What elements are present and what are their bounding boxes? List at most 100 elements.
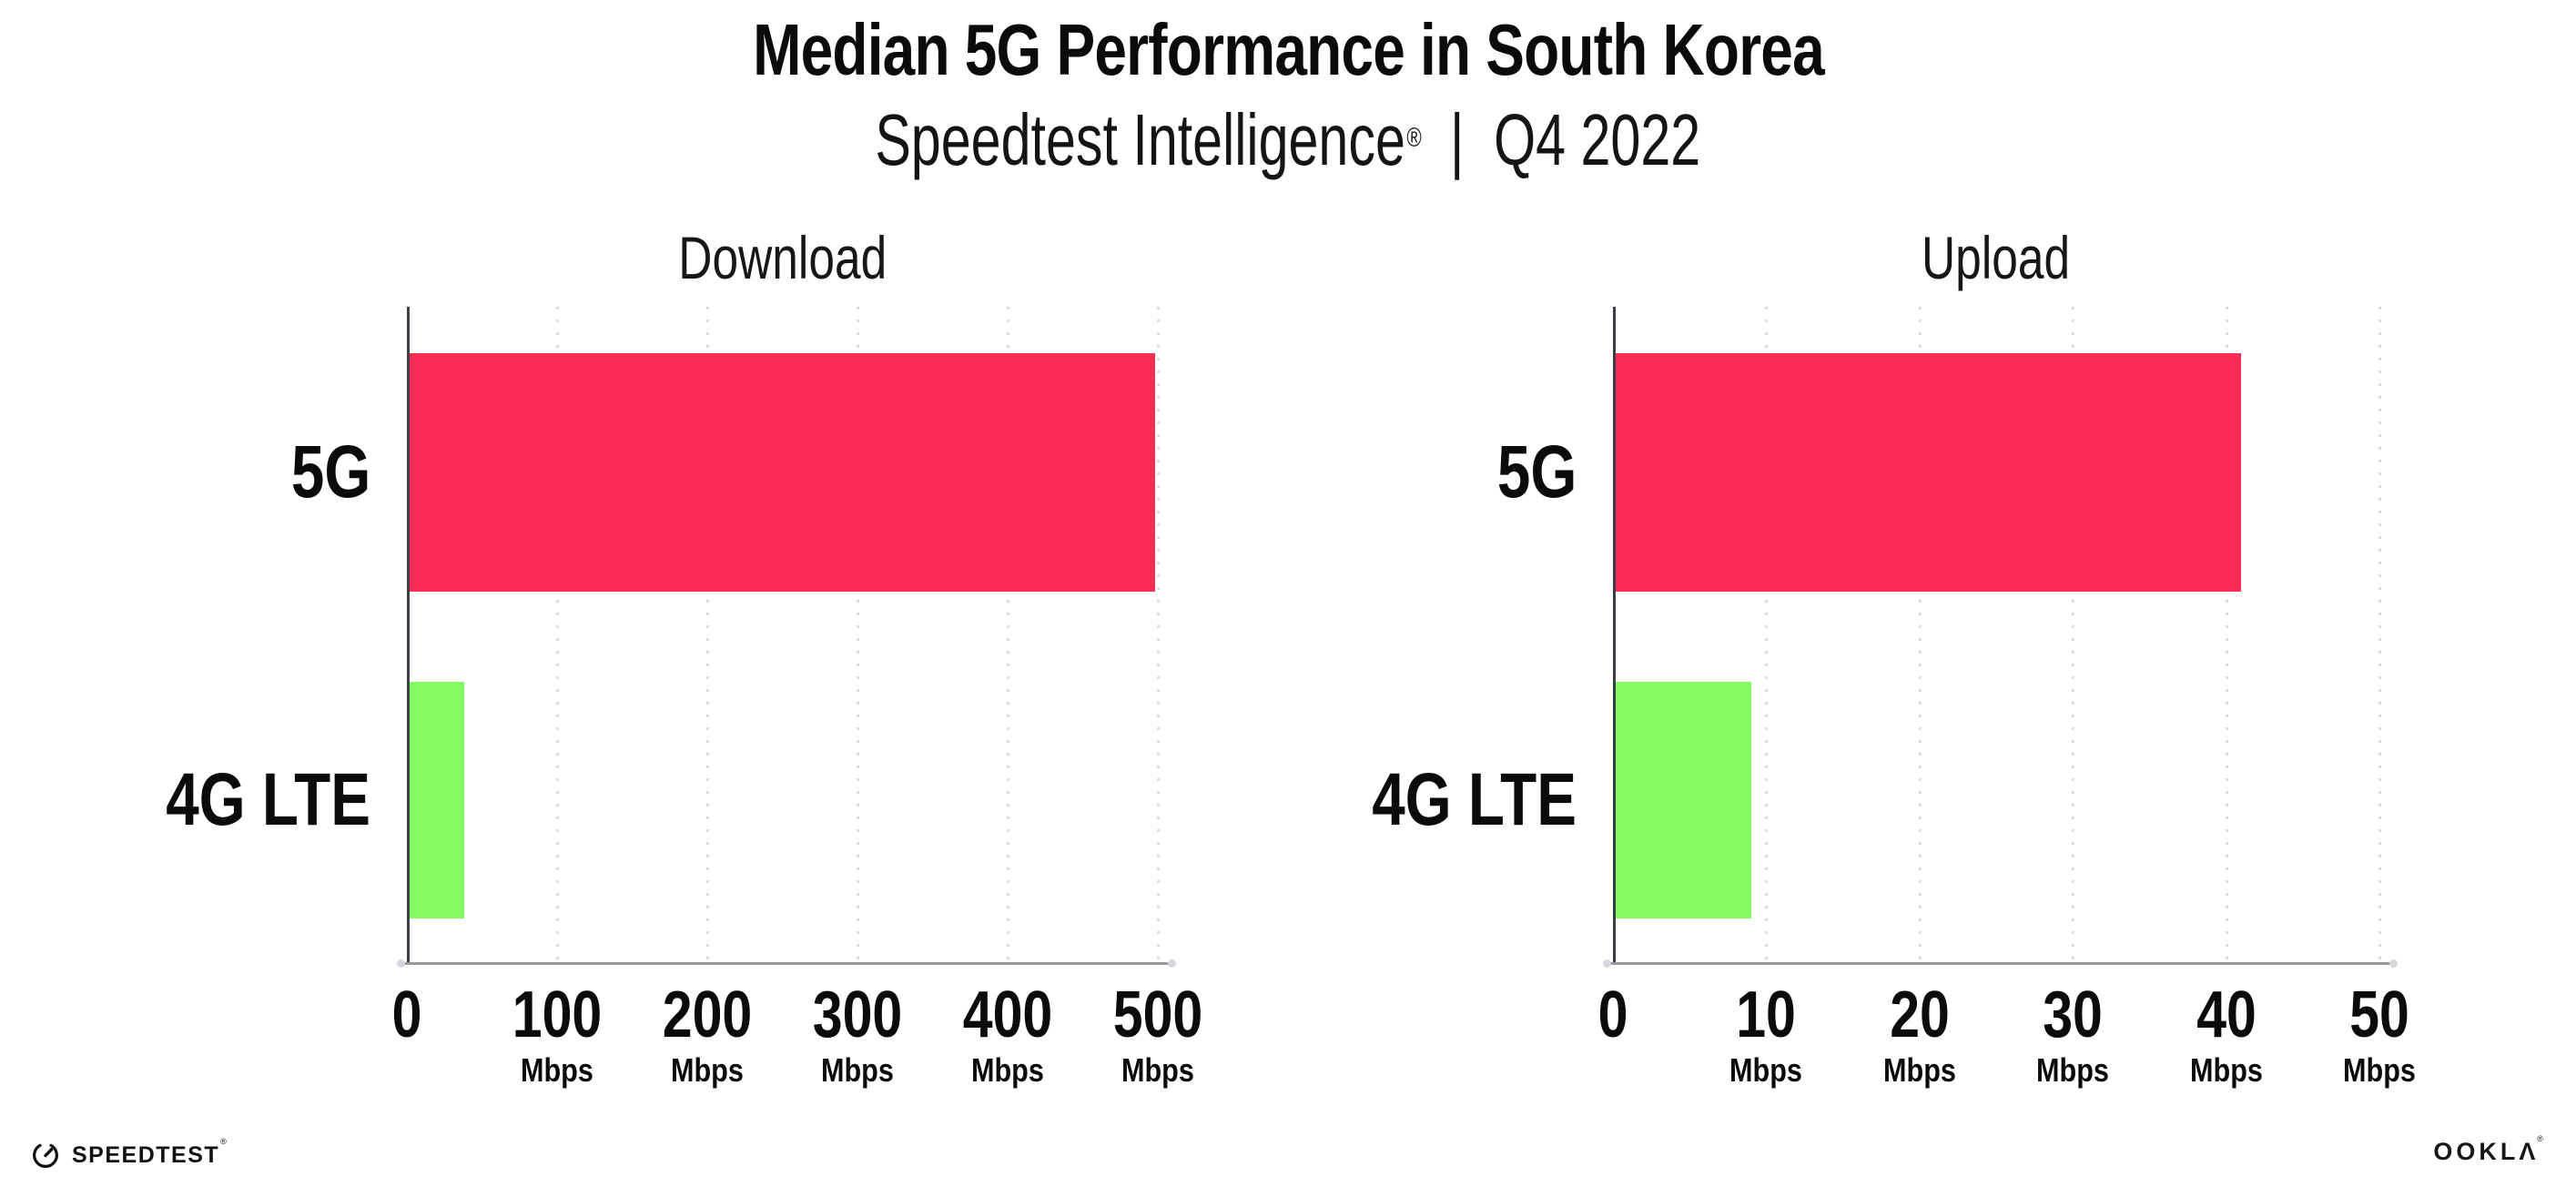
chart-title-text: Download bbox=[678, 224, 887, 291]
x-tick-unit-text: Mbps bbox=[1882, 1051, 1956, 1089]
subtitle-separator: | bbox=[1450, 99, 1465, 180]
x-tick: 200 Mbps bbox=[653, 981, 762, 1090]
x-tick-number-text: 300 bbox=[812, 979, 903, 1051]
category-label-text: 5G bbox=[1496, 431, 1577, 513]
x-tick-unit-text: Mbps bbox=[1121, 1051, 1194, 1089]
x-tick-number: 100 bbox=[502, 981, 612, 1049]
x-tick-number-text: 30 bbox=[2043, 979, 2104, 1051]
x-tick-unit-text: Mbps bbox=[2036, 1051, 2110, 1089]
x-tick-number: 0 bbox=[389, 981, 425, 1049]
x-tick-number: 50 bbox=[2337, 981, 2422, 1049]
x-tick-unit: Mbps bbox=[502, 1051, 612, 1090]
x-tick-unit: Mbps bbox=[653, 1051, 762, 1090]
x-tick-number: 200 bbox=[653, 981, 762, 1049]
x-tick: 300 Mbps bbox=[803, 981, 912, 1090]
gridline bbox=[1765, 307, 1769, 962]
ookla-logo: OOKLΛ® bbox=[2433, 1134, 2549, 1166]
speedtest-registered-icon: ® bbox=[220, 1136, 227, 1146]
x-tick: 20 Mbps bbox=[1877, 981, 1962, 1090]
bar-5g bbox=[407, 353, 1155, 592]
category-label-5g: 5G bbox=[1212, 431, 1577, 513]
gridline bbox=[1157, 307, 1160, 962]
category-label-text: 5G bbox=[290, 431, 370, 513]
speedtest-logo: SPEEDTEST® bbox=[30, 1135, 227, 1175]
x-tick-number-text: 500 bbox=[1112, 979, 1203, 1051]
subtitle-brand: Speedtest Intelligence bbox=[875, 99, 1406, 180]
x-tick-unit-text: Mbps bbox=[671, 1051, 744, 1089]
ookla-registered-icon: ® bbox=[2537, 1134, 2547, 1143]
x-tick-unit-text: Mbps bbox=[1729, 1051, 1803, 1089]
x-tick-unit: Mbps bbox=[2184, 1051, 2269, 1090]
category-label-4g-lte: 4G LTE bbox=[6, 759, 370, 841]
x-tick-number: 500 bbox=[1103, 981, 1212, 1049]
category-label-4g-lte: 4G LTE bbox=[1212, 759, 1577, 841]
x-tick-number: 0 bbox=[1595, 981, 1631, 1049]
gridline bbox=[1007, 307, 1009, 962]
plot-area bbox=[1603, 307, 2398, 968]
main-title-text: Median 5G Performance in South Korea bbox=[752, 9, 1825, 90]
gridline bbox=[2072, 307, 2075, 962]
x-tick-number: 400 bbox=[953, 981, 1062, 1049]
subtitle-period: Q4 2022 bbox=[1494, 99, 1701, 180]
x-tick-number-text: 200 bbox=[662, 979, 753, 1051]
ookla-wordmark: OOKLΛ bbox=[2433, 1138, 2540, 1165]
x-tick-unit: Mbps bbox=[2337, 1051, 2422, 1090]
x-axis-ticks: 0 100 Mbps 200 Mbps 300 Mbps 400 Mbps 500 Mbps bbox=[392, 981, 1203, 1100]
category-label-text: 4G LTE bbox=[1372, 758, 1577, 841]
x-tick-unit: Mbps bbox=[803, 1051, 912, 1090]
gridline bbox=[2378, 307, 2381, 962]
bar-5g bbox=[1613, 353, 2242, 592]
x-tick-number-text: 100 bbox=[512, 979, 603, 1051]
x-tick-unit: Mbps bbox=[953, 1051, 1062, 1090]
plot-area bbox=[397, 307, 1176, 968]
x-tick-number: 40 bbox=[2184, 981, 2269, 1049]
x-axis bbox=[397, 959, 1176, 968]
x-tick: 100 Mbps bbox=[502, 981, 612, 1090]
x-tick-unit: Mbps bbox=[1877, 1051, 1962, 1090]
x-tick-unit-text: Mbps bbox=[971, 1051, 1044, 1089]
category-label-text: 4G LTE bbox=[166, 758, 370, 841]
x-tick-number-text: 0 bbox=[391, 979, 422, 1051]
y-axis bbox=[407, 307, 410, 962]
chart-title: Upload bbox=[1613, 224, 2379, 291]
x-tick-number-text: 0 bbox=[1597, 979, 1628, 1051]
x-tick-unit-text: Mbps bbox=[2343, 1051, 2416, 1089]
gridline bbox=[706, 307, 709, 962]
x-tick: 500 Mbps bbox=[1103, 981, 1212, 1090]
x-tick-number: 30 bbox=[2030, 981, 2115, 1049]
y-axis bbox=[1613, 307, 1616, 962]
x-tick-number-text: 50 bbox=[2349, 979, 2409, 1051]
x-tick: 0 bbox=[389, 981, 425, 1049]
x-tick-number: 20 bbox=[1877, 981, 1962, 1049]
chart-title-text: Upload bbox=[1922, 224, 2071, 291]
x-tick-unit-text: Mbps bbox=[821, 1051, 894, 1089]
subtitle: Speedtest Intelligence® | Q4 2022 bbox=[0, 98, 2576, 182]
x-tick: 10 Mbps bbox=[1723, 981, 1809, 1090]
x-tick-unit: Mbps bbox=[1723, 1051, 1809, 1090]
x-tick: 0 bbox=[1595, 981, 1631, 1049]
x-axis bbox=[1603, 959, 2398, 968]
x-tick: 50 Mbps bbox=[2337, 981, 2422, 1090]
x-tick-unit-text: Mbps bbox=[521, 1051, 593, 1089]
x-tick: 40 Mbps bbox=[2184, 981, 2269, 1090]
speedtest-wordmark: SPEEDTEST bbox=[72, 1141, 220, 1168]
x-tick-number-text: 400 bbox=[962, 979, 1053, 1051]
registered-trademark-icon: ® bbox=[1406, 123, 1422, 153]
gridline bbox=[2225, 307, 2228, 962]
chart-title: Download bbox=[407, 224, 1158, 291]
gridline bbox=[1918, 307, 1922, 962]
x-tick: 30 Mbps bbox=[2030, 981, 2115, 1090]
x-tick-unit: Mbps bbox=[1103, 1051, 1212, 1090]
main-title: Median 5G Performance in South Korea bbox=[0, 11, 2576, 89]
gridline bbox=[556, 307, 559, 962]
x-tick-number-text: 20 bbox=[1889, 979, 1950, 1051]
x-tick-number: 300 bbox=[803, 981, 912, 1049]
x-tick: 400 Mbps bbox=[953, 981, 1062, 1090]
bar-4g-lte bbox=[1613, 682, 1751, 918]
speedometer-gauge-icon bbox=[33, 1143, 58, 1168]
bar-4g-lte bbox=[407, 682, 464, 918]
x-tick-number: 10 bbox=[1723, 981, 1809, 1049]
gridline bbox=[857, 307, 859, 962]
x-axis-ticks: 0 10 Mbps 20 Mbps 30 Mbps 40 Mbps 50 Mbps bbox=[1598, 981, 2416, 1100]
